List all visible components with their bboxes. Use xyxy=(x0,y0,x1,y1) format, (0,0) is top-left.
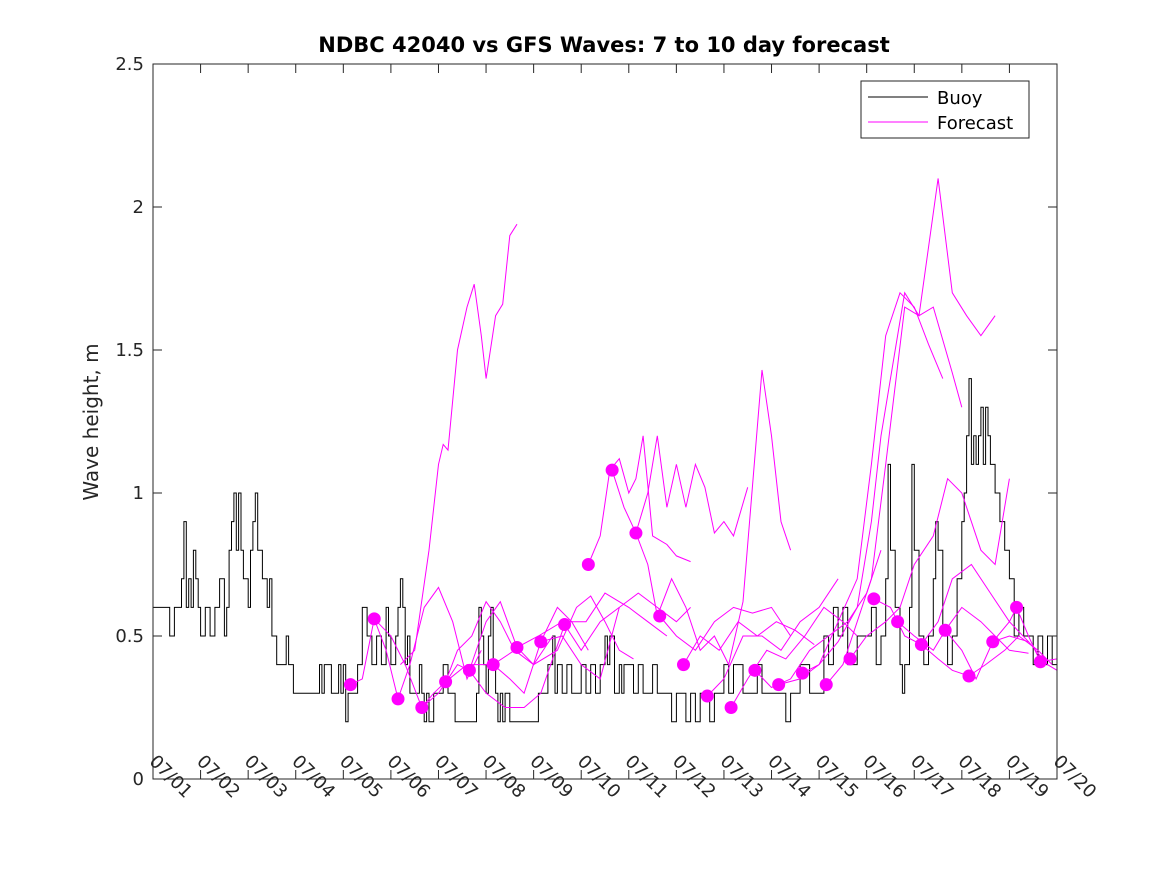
y-tick-label: 2 xyxy=(133,197,144,218)
forecast-marker-10 xyxy=(558,618,572,632)
forecast-series-line-13 xyxy=(659,606,792,652)
forecast-series-line-12 xyxy=(540,592,691,680)
forecast-series-line-1 xyxy=(400,223,518,665)
forecast-marker-13 xyxy=(629,526,643,540)
forecast-marker-23 xyxy=(867,592,881,606)
y-tick-label: 2.5 xyxy=(115,54,144,75)
forecast-marker-25 xyxy=(914,638,928,652)
forecast-marker-8 xyxy=(510,640,524,654)
forecast-series-line-2 xyxy=(587,435,691,565)
forecast-marker-14 xyxy=(653,609,667,623)
y-tick-label: 1 xyxy=(133,483,144,504)
forecast-marker-6 xyxy=(462,663,476,677)
legend-forecast-label: Forecast xyxy=(937,113,1013,134)
forecast-series-line-15 xyxy=(706,578,839,697)
forecast-marker-12 xyxy=(605,463,619,477)
forecast-marker-16 xyxy=(700,689,714,703)
forecast-series-line-20 xyxy=(825,178,996,685)
forecast-series-line-8 xyxy=(445,606,589,695)
plot-frame xyxy=(152,63,1058,780)
forecast-marker-26 xyxy=(938,623,952,637)
forecast-marker-4 xyxy=(415,701,429,714)
forecast-marker-18 xyxy=(748,663,762,677)
forecast-marker-7 xyxy=(486,658,500,672)
chart-title: NDBC 42040 vs GFS Waves: 7 to 10 day for… xyxy=(318,33,889,57)
forecast-marker-11 xyxy=(581,558,595,571)
forecast-series-line-11 xyxy=(516,592,668,648)
forecast-marker-29 xyxy=(1010,600,1024,614)
forecast-series-line-25 xyxy=(944,629,1058,681)
forecast-series-line-21 xyxy=(849,477,1010,660)
buoy-series-line xyxy=(153,378,1058,723)
forecast-series-line-5 xyxy=(350,586,482,701)
forecast-marker-30 xyxy=(1033,655,1047,669)
forecast-series-line-3 xyxy=(611,435,749,538)
forecast-series-line-19 xyxy=(802,291,963,674)
legend: Buoy Forecast xyxy=(860,80,1030,139)
y-axis-label: Wave height, m xyxy=(79,343,103,500)
forecast-series-line-18 xyxy=(778,291,944,686)
forecast-series-line-14 xyxy=(683,620,815,665)
forecast-series-line-7 xyxy=(421,600,554,708)
forecast-marker-1 xyxy=(343,678,357,692)
plot-area xyxy=(153,178,1058,723)
forecast-series-line-9 xyxy=(468,606,620,708)
legend-buoy-label: Buoy xyxy=(937,88,983,109)
y-tick-label: 0 xyxy=(133,769,144,790)
forecast-marker-9 xyxy=(534,635,548,649)
forecast-marker-21 xyxy=(819,678,833,692)
forecast-marker-19 xyxy=(772,678,786,692)
forecast-series-line-17 xyxy=(754,550,882,689)
forecast-marker-15 xyxy=(677,658,691,672)
legend-box xyxy=(860,80,1030,139)
forecast-marker-20 xyxy=(795,666,809,680)
forecast-marker-24 xyxy=(891,615,905,629)
y-tick-label: 0.5 xyxy=(115,626,144,647)
forecast-marker-22 xyxy=(843,652,857,666)
forecast-marker-28 xyxy=(986,635,1000,649)
forecast-marker-27 xyxy=(962,669,976,683)
forecast-marker-5 xyxy=(439,675,453,689)
forecast-series-line-10 xyxy=(492,595,634,666)
axes: 00.511.522.507/0107/0207/0307/0407/0507/… xyxy=(115,54,1100,803)
forecast-marker-3 xyxy=(391,692,405,706)
y-tick-label: 1.5 xyxy=(115,340,144,361)
forecast-marker-2 xyxy=(367,612,381,626)
forecast-marker-17 xyxy=(724,701,738,714)
